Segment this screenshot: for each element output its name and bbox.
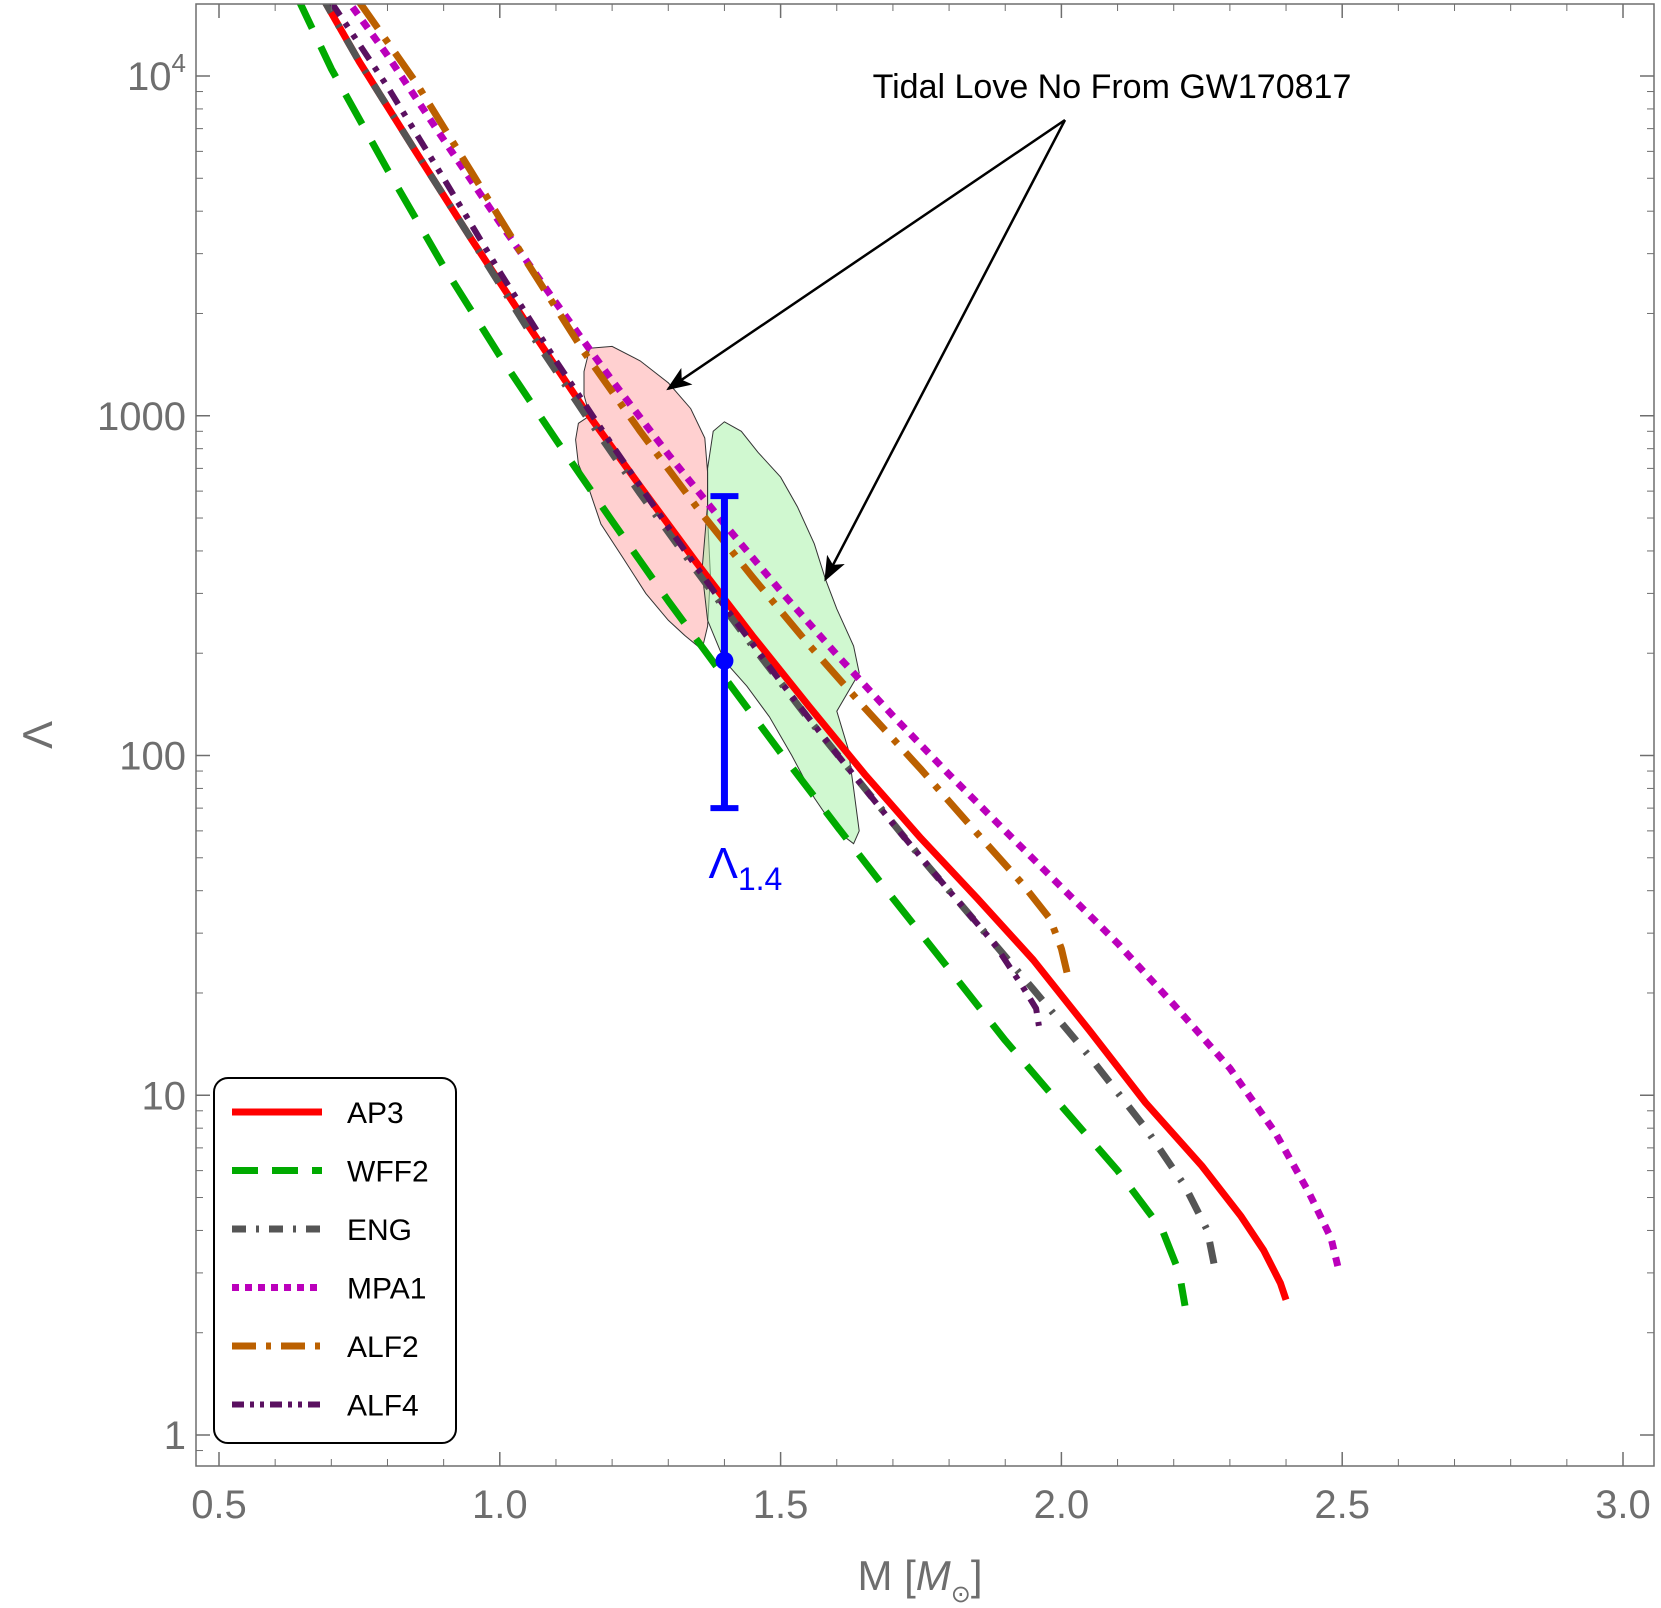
x-axis-title: M [M⊙] xyxy=(857,1552,982,1608)
x-tick-label: 0.5 xyxy=(191,1483,247,1527)
legend-label-alf2: ALF2 xyxy=(347,1331,419,1364)
gw-region-2 xyxy=(701,421,860,845)
series-wff2-line xyxy=(296,4,1189,1307)
legend-label-mpa1: MPA1 xyxy=(347,1273,426,1306)
x-tick-label: 1.0 xyxy=(472,1483,528,1527)
y-tick-label: 104 xyxy=(127,48,186,99)
lambda-1.4-label: Λ1.4 xyxy=(708,839,782,897)
annotation-arrow-1 xyxy=(666,118,1066,391)
series-alf4-line xyxy=(328,4,1042,1027)
series-alf2-line xyxy=(356,4,1071,974)
y-tick-label: 100 xyxy=(119,735,186,779)
annotation-arrow-2 xyxy=(824,119,1067,582)
legend-label-wff2: WFF2 xyxy=(347,1156,429,1189)
y-tick-label: 1000 xyxy=(97,395,186,439)
plot-frame xyxy=(195,3,1655,1467)
legend-label-eng: ENG xyxy=(347,1214,412,1247)
errorbar-layer: Λ1.4 xyxy=(708,493,782,897)
y-axis-title: Λ xyxy=(14,721,61,749)
x-tick-label: 1.5 xyxy=(753,1483,809,1527)
legend: AP3 WFF2 ENG MPA1 ALF2 ALF4 xyxy=(213,1077,457,1444)
legend-label-alf4: ALF4 xyxy=(347,1390,419,1423)
y-tick-label: 10 xyxy=(142,1074,187,1118)
annotation-layer: Tidal Love No From GW170817 xyxy=(666,68,1352,582)
lambda-1.4-point xyxy=(715,651,734,670)
y-tick-label: 1 xyxy=(164,1414,186,1458)
x-tick-label: 2.0 xyxy=(1034,1483,1090,1527)
axes-layer: 0.5 1.0 1.5 2.0 2.5 3.0 1 10 100 1000 104 xyxy=(97,4,1654,1527)
annotation-text: Tidal Love No From GW170817 xyxy=(873,68,1352,106)
series-layer xyxy=(296,4,1343,1307)
x-tick-label: 2.5 xyxy=(1314,1483,1370,1527)
legend-box xyxy=(213,1077,457,1444)
x-tick-label: 3.0 xyxy=(1595,1483,1651,1527)
legend-label-ap3: AP3 xyxy=(347,1097,404,1130)
